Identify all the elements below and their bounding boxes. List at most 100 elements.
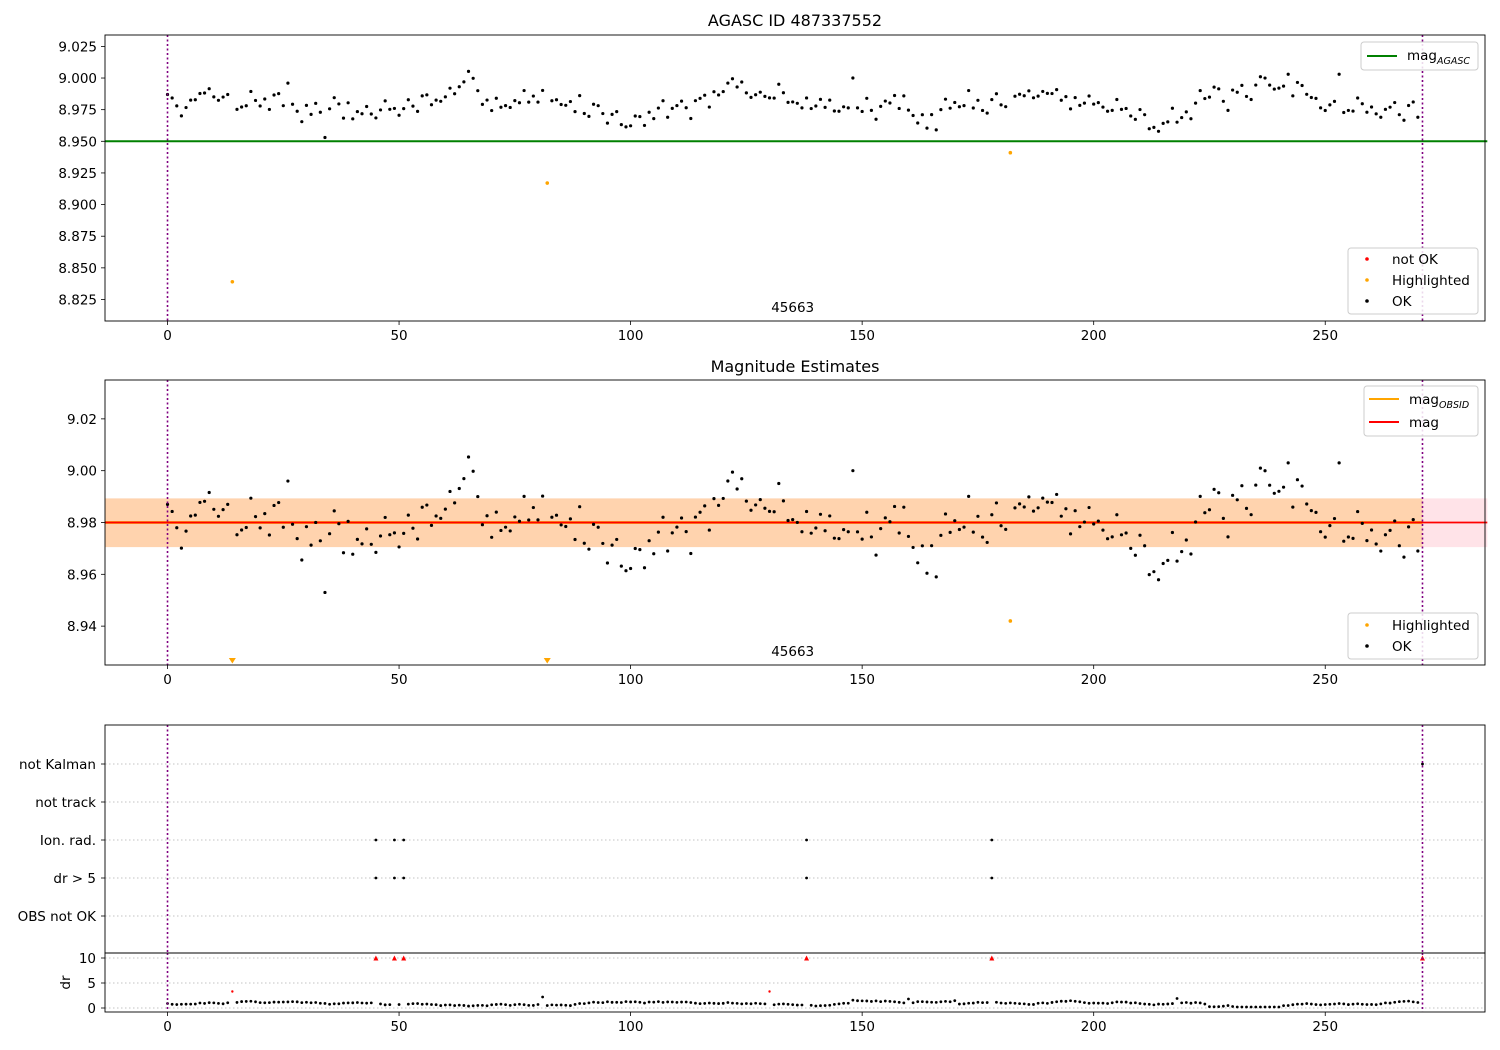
ok-point: [633, 114, 637, 118]
ok-point: [994, 92, 999, 96]
dr-point: [995, 1000, 998, 1004]
ok-point: [1166, 120, 1170, 124]
ok-point: [1346, 535, 1350, 539]
dr-point: [1110, 1001, 1114, 1005]
ok-point: [1073, 509, 1077, 513]
panel-agasc-legend-top: [1360, 41, 1479, 71]
ok-point: [892, 504, 897, 509]
ok-point: [758, 498, 762, 502]
dr-point: [1370, 1003, 1373, 1006]
ok-point: [610, 112, 614, 116]
ok-point: [295, 109, 299, 113]
ok-point: [383, 515, 387, 520]
ok-point: [1226, 108, 1230, 112]
ok-point: [471, 469, 475, 473]
ok-point: [1087, 505, 1091, 510]
ok-point: [253, 98, 258, 103]
ok-point: [457, 486, 461, 491]
ok-point: [573, 110, 577, 114]
ok-point: [1022, 94, 1026, 98]
dr-point: [170, 1002, 174, 1006]
ok-point: [962, 104, 966, 108]
ok-point: [860, 537, 864, 541]
panel-agasc-y-tick-label: 8.950: [58, 134, 97, 150]
dr-point: [791, 1003, 795, 1007]
dr-point: [430, 1003, 433, 1006]
ok-point: [1055, 492, 1059, 497]
ok-point: [684, 529, 688, 534]
dr-point: [874, 999, 878, 1003]
ok-point: [911, 113, 915, 118]
ok-point: [1356, 96, 1360, 100]
dr-point: [893, 1000, 896, 1004]
ok-point: [499, 105, 503, 109]
flag-point: [402, 876, 406, 880]
panel-magnitude-legend-bottom: [1347, 612, 1479, 660]
ok-point: [1332, 99, 1337, 104]
dr-point: [717, 1002, 720, 1005]
dr-point: [318, 1001, 322, 1005]
ok-point: [902, 505, 906, 509]
panel-dr-x-tick-label: 50: [390, 1019, 407, 1035]
dr-point: [981, 1001, 984, 1005]
off-scale-marker: [228, 658, 236, 664]
ok-point: [425, 93, 429, 97]
dr-point: [1073, 999, 1077, 1003]
ok-point: [920, 544, 924, 548]
ok-point: [378, 534, 383, 538]
ok-point: [1036, 506, 1040, 510]
dr-point: [328, 1002, 331, 1006]
dr-point: [735, 1001, 739, 1005]
ok-point: [378, 108, 383, 112]
ok-point: [355, 109, 359, 114]
dr-point: [587, 1001, 591, 1005]
dr-point: [879, 1000, 883, 1004]
ok-point: [703, 504, 707, 508]
ok-point: [272, 503, 276, 508]
dr-point: [457, 1003, 461, 1007]
ok-point: [832, 109, 836, 113]
dr-point: [712, 1001, 716, 1005]
ok-point: [290, 522, 295, 526]
ok-point: [689, 551, 693, 556]
dr-point: [1226, 1004, 1230, 1007]
ok-point: [1189, 552, 1193, 556]
ok-point: [351, 117, 355, 121]
ok-point: [1096, 519, 1100, 523]
ok-point: [1277, 86, 1281, 90]
ok-point: [587, 547, 591, 551]
ok-point: [647, 110, 651, 114]
ok-point: [684, 106, 688, 110]
dr-point: [337, 1002, 341, 1006]
ok-point: [1374, 542, 1378, 546]
dr-point: [420, 1002, 424, 1006]
dr-point: [1346, 1003, 1350, 1006]
ok-point: [948, 530, 952, 535]
dr-point: [184, 1002, 188, 1006]
ok-point: [823, 529, 827, 533]
ok-point: [1050, 91, 1054, 96]
ok-point: [744, 499, 748, 503]
panel-agasc-x-tick-label: 50: [390, 328, 407, 344]
ok-point: [202, 91, 207, 95]
dr-point: [1416, 1001, 1420, 1004]
dr-point: [615, 1000, 619, 1004]
ok-point: [388, 533, 392, 537]
ok-point: [323, 590, 327, 595]
flag-category-label: dr > 5: [53, 871, 96, 887]
ok-point: [1332, 516, 1337, 521]
dr-point: [1384, 1001, 1387, 1005]
ok-point: [1152, 570, 1156, 574]
ok-point: [1078, 103, 1082, 107]
ok-point: [1101, 105, 1105, 109]
dr-point: [1129, 1001, 1133, 1005]
ok-point: [1193, 520, 1198, 524]
ok-point: [1374, 112, 1378, 116]
ok-point: [735, 487, 739, 491]
ok-point: [740, 477, 744, 481]
ok-point: [1138, 107, 1142, 112]
ok-point: [656, 106, 660, 110]
ok-point: [184, 529, 188, 533]
ok-point: [1300, 484, 1304, 488]
ok-point: [453, 501, 457, 505]
